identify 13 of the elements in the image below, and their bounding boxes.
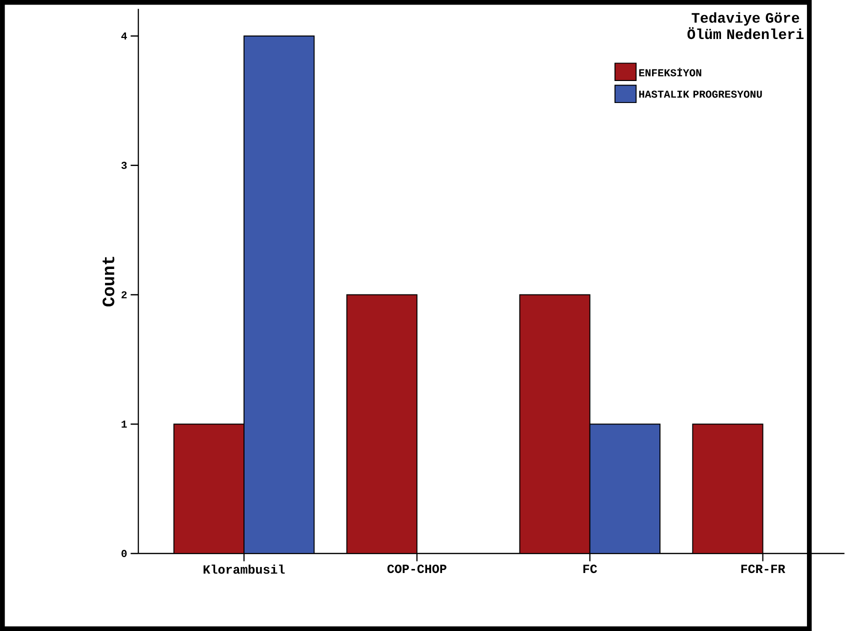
y-tick-label: 3	[121, 162, 127, 169]
x-tick-label: Klorambusil	[204, 564, 285, 574]
legend-title: Tedaviye Göre Ölüm Nedenleri	[687, 12, 804, 40]
y-tick-label: 2	[122, 291, 127, 298]
x-tick-label: FC	[583, 564, 598, 574]
x-tick-label: COP-CHOP	[387, 564, 446, 574]
x-tick-label: FCR-FR	[741, 564, 786, 574]
y-tick-label: 4	[121, 32, 127, 40]
y-tick-label: 0	[122, 550, 127, 558]
y-tick-label: 1	[122, 420, 127, 428]
legend-label: ENFEKSİYON	[639, 68, 702, 76]
y-axis-title: Count	[102, 256, 114, 306]
legend-label: HASTALIK PROGRESYONU	[639, 90, 762, 98]
